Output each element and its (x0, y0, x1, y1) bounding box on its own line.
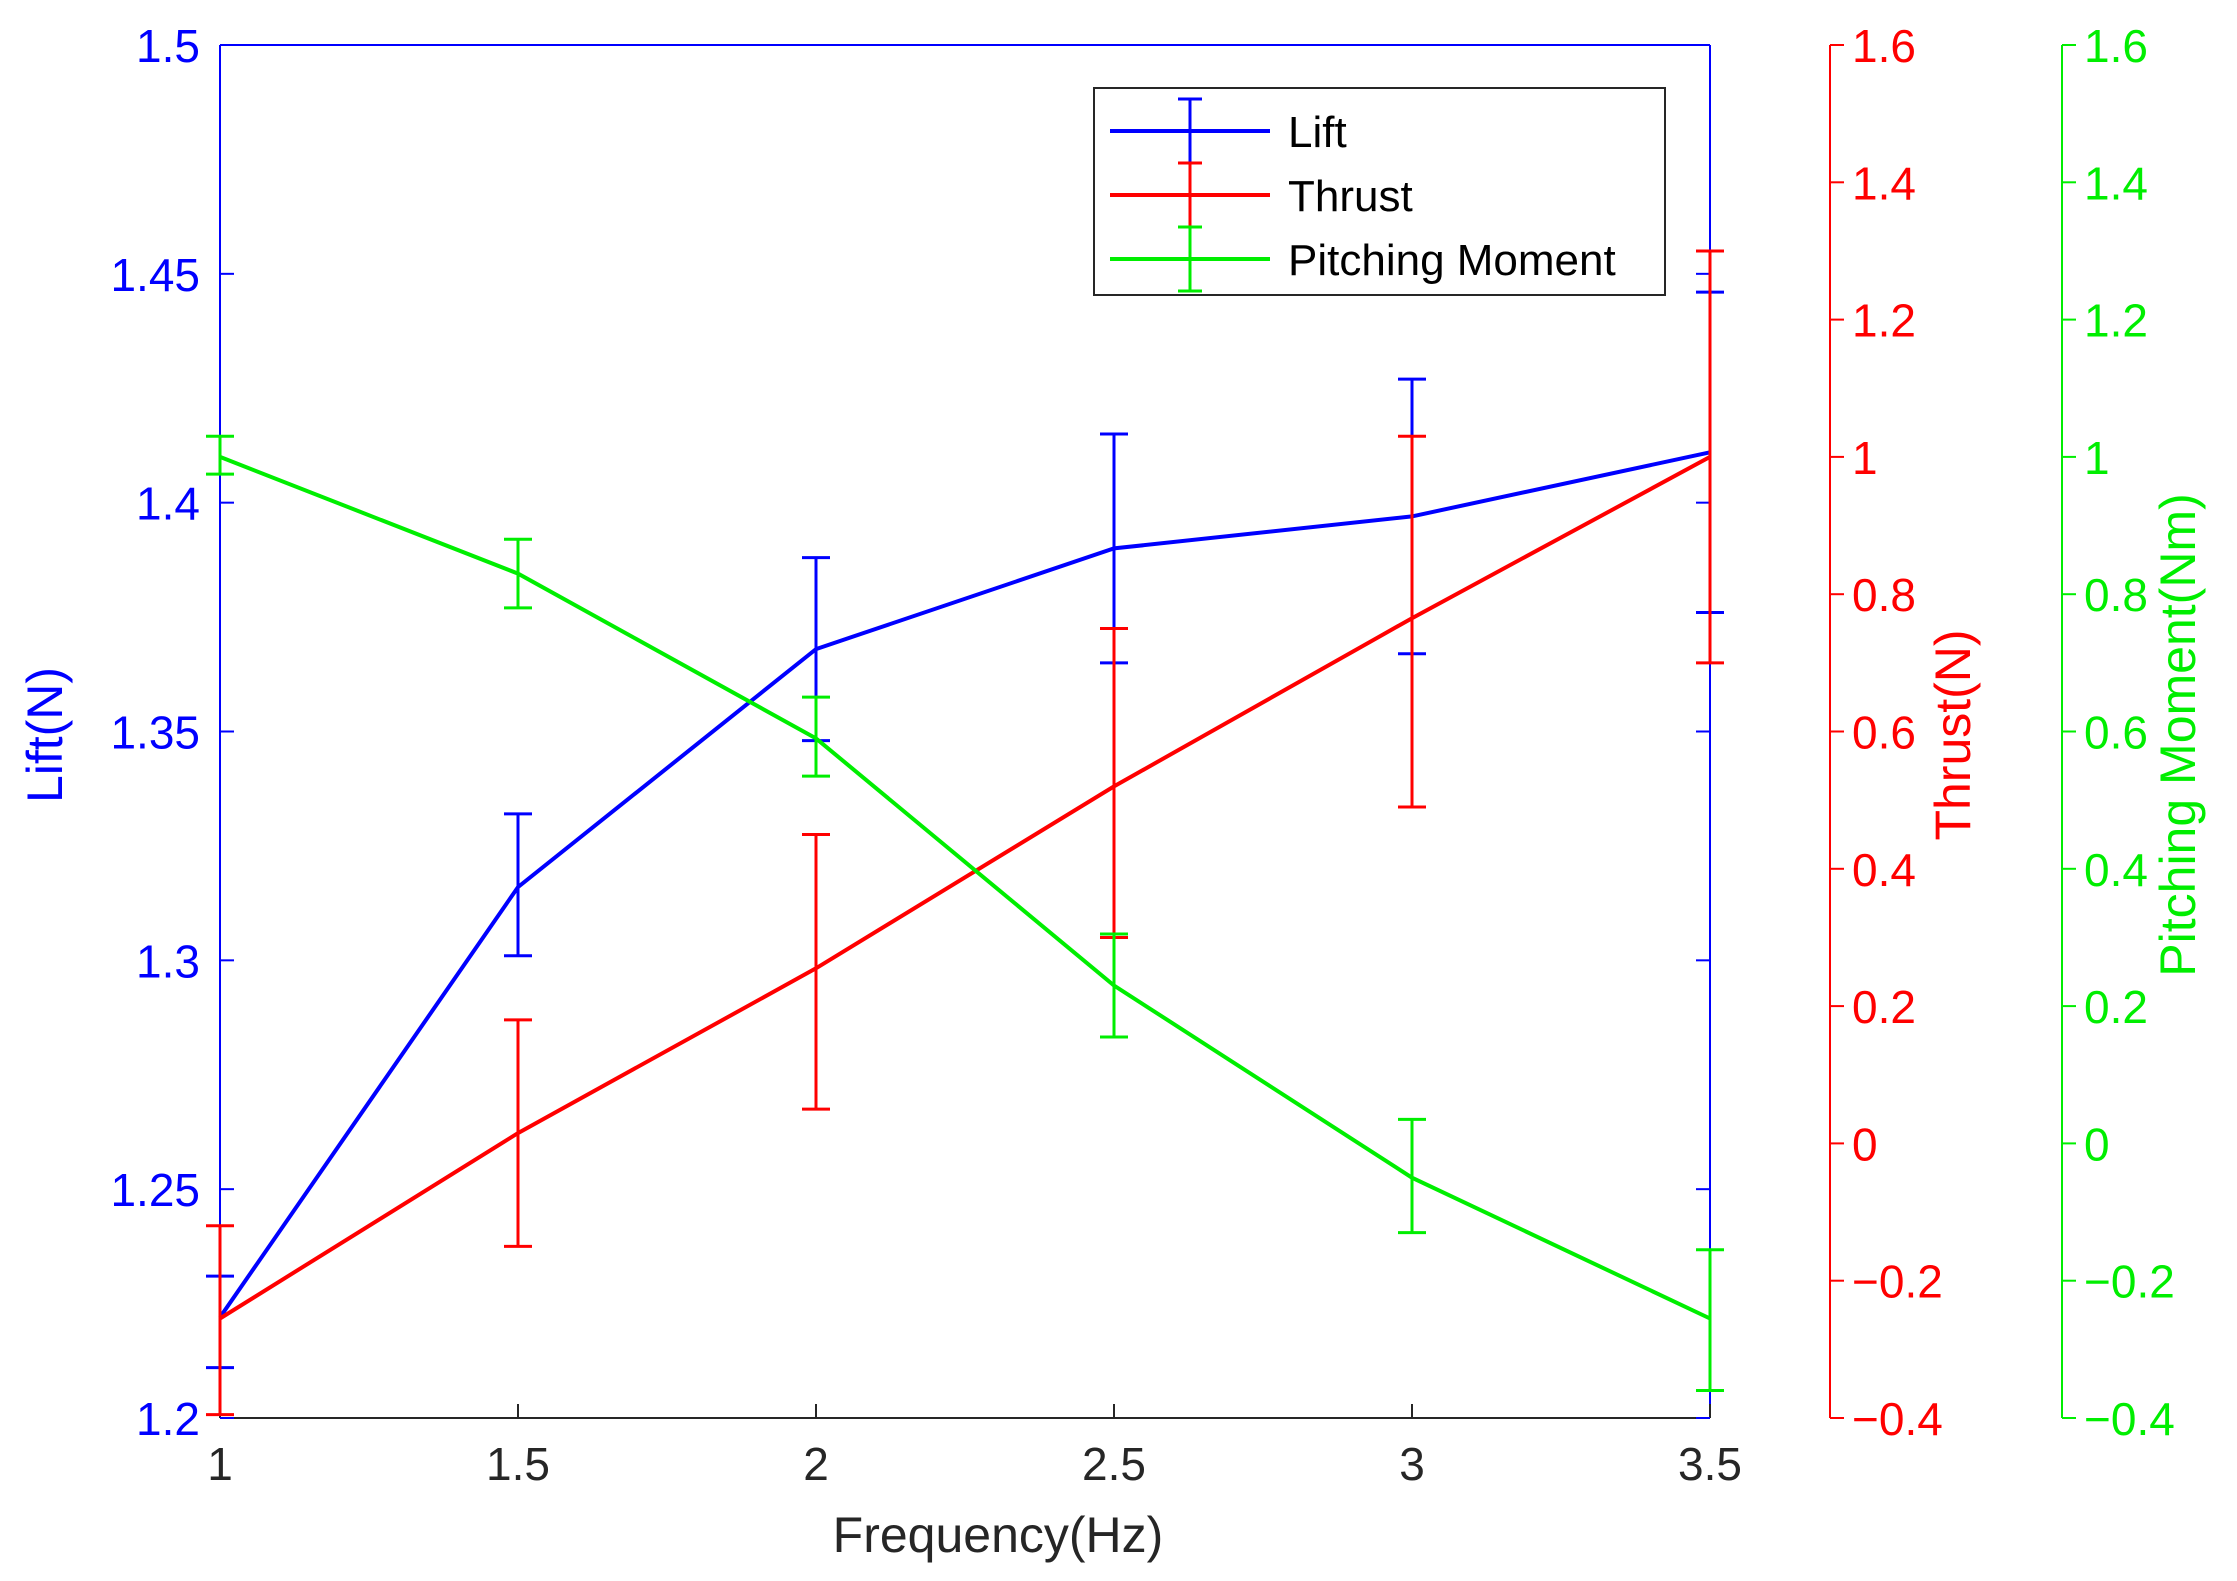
thrust-tick-label: −0.2 (1852, 1256, 1943, 1308)
series-line (219, 455, 1711, 1321)
thrust-tick-label: 0 (1852, 1118, 1878, 1170)
lift-axis-label: Lift(N) (17, 667, 73, 803)
x-tick-label: 3.5 (1678, 1438, 1742, 1490)
error-bar (1696, 1248, 1724, 1393)
x-tick-label: 3 (1399, 1438, 1425, 1490)
moment-tick-label: 0.4 (2084, 844, 2148, 896)
lift-tick-label: 1.4 (136, 478, 200, 530)
error-bar (802, 832, 830, 1111)
moment-tick-label: −0.4 (2084, 1393, 2175, 1445)
error-bar (1398, 434, 1426, 809)
lift-tick-label: 1.3 (136, 935, 200, 987)
thrust-tick-label: 1.6 (1852, 20, 1916, 72)
moment-tick-label: 1.6 (2084, 20, 2148, 72)
x-tick-label: 1.5 (486, 1438, 550, 1490)
error-bar (1398, 1117, 1426, 1235)
thrust-tick-label: 1.2 (1852, 295, 1916, 347)
lift-tick-label: 1.45 (110, 249, 200, 301)
thrust-tick-label: 0.6 (1852, 707, 1916, 759)
series-thrust (206, 249, 1724, 1417)
moment-tick-label: 1.4 (2084, 157, 2148, 209)
moment-tick-label: 0.2 (2084, 981, 2148, 1033)
moment-tick-label: 0.6 (2084, 707, 2148, 759)
moment-tick-label: −0.2 (2084, 1256, 2175, 1308)
legend-label: Lift (1288, 108, 1347, 157)
error-bar (802, 695, 830, 778)
legend-item: Pitching Moment (1110, 225, 1616, 293)
error-bar (206, 1224, 234, 1417)
moment-tick-label: 0 (2084, 1118, 2110, 1170)
x-tick-label: 1 (207, 1438, 233, 1490)
lift-tick-label: 1.35 (110, 707, 200, 759)
lift-tick-label: 1.2 (136, 1393, 200, 1445)
legend-label: Pitching Moment (1288, 236, 1616, 285)
x-tick-label: 2 (803, 1438, 829, 1490)
moment-tick-label: 0.8 (2084, 569, 2148, 621)
series-layer (206, 249, 1724, 1417)
series-pitching-moment (206, 434, 1724, 1393)
moment-tick-label: 1.2 (2084, 295, 2148, 347)
thrust-tick-label: 1 (1852, 432, 1878, 484)
legend: Lift Thrust Pitching Moment (1093, 87, 1666, 296)
error-bar (206, 434, 234, 476)
thrust-tick-label: 0.4 (1852, 844, 1916, 896)
lift-tick-label: 1.25 (110, 1164, 200, 1216)
thrust-axis-label: Thrust(N) (1925, 629, 1981, 840)
thrust-tick-label: 0.2 (1852, 981, 1916, 1033)
thrust-tick-label: 0.8 (1852, 569, 1916, 621)
x-tick-label: 2.5 (1082, 1438, 1146, 1490)
moment-tick-label: 1 (2084, 432, 2110, 484)
axes-layer: 1 1.5 2 2.5 3 3.5 1.2 1.25 1.3 1.35 1.4 1.45 1.5 −0.4… (110, 20, 2174, 1490)
series-line (218, 455, 1711, 1321)
legend-item: Thrust (1110, 161, 1413, 229)
moment-axis-label: Pitching Moment(Nm) (2150, 493, 2206, 976)
x-axis-label: Frequency(Hz) (833, 1507, 1164, 1563)
series-line (218, 450, 1711, 1319)
thrust-tick-label: 1.4 (1852, 157, 1916, 209)
thrust-tick-label: −0.4 (1852, 1393, 1943, 1445)
error-bar (504, 812, 532, 958)
lift-tick-label: 1.5 (136, 20, 200, 72)
legend-label: Thrust (1288, 172, 1413, 221)
